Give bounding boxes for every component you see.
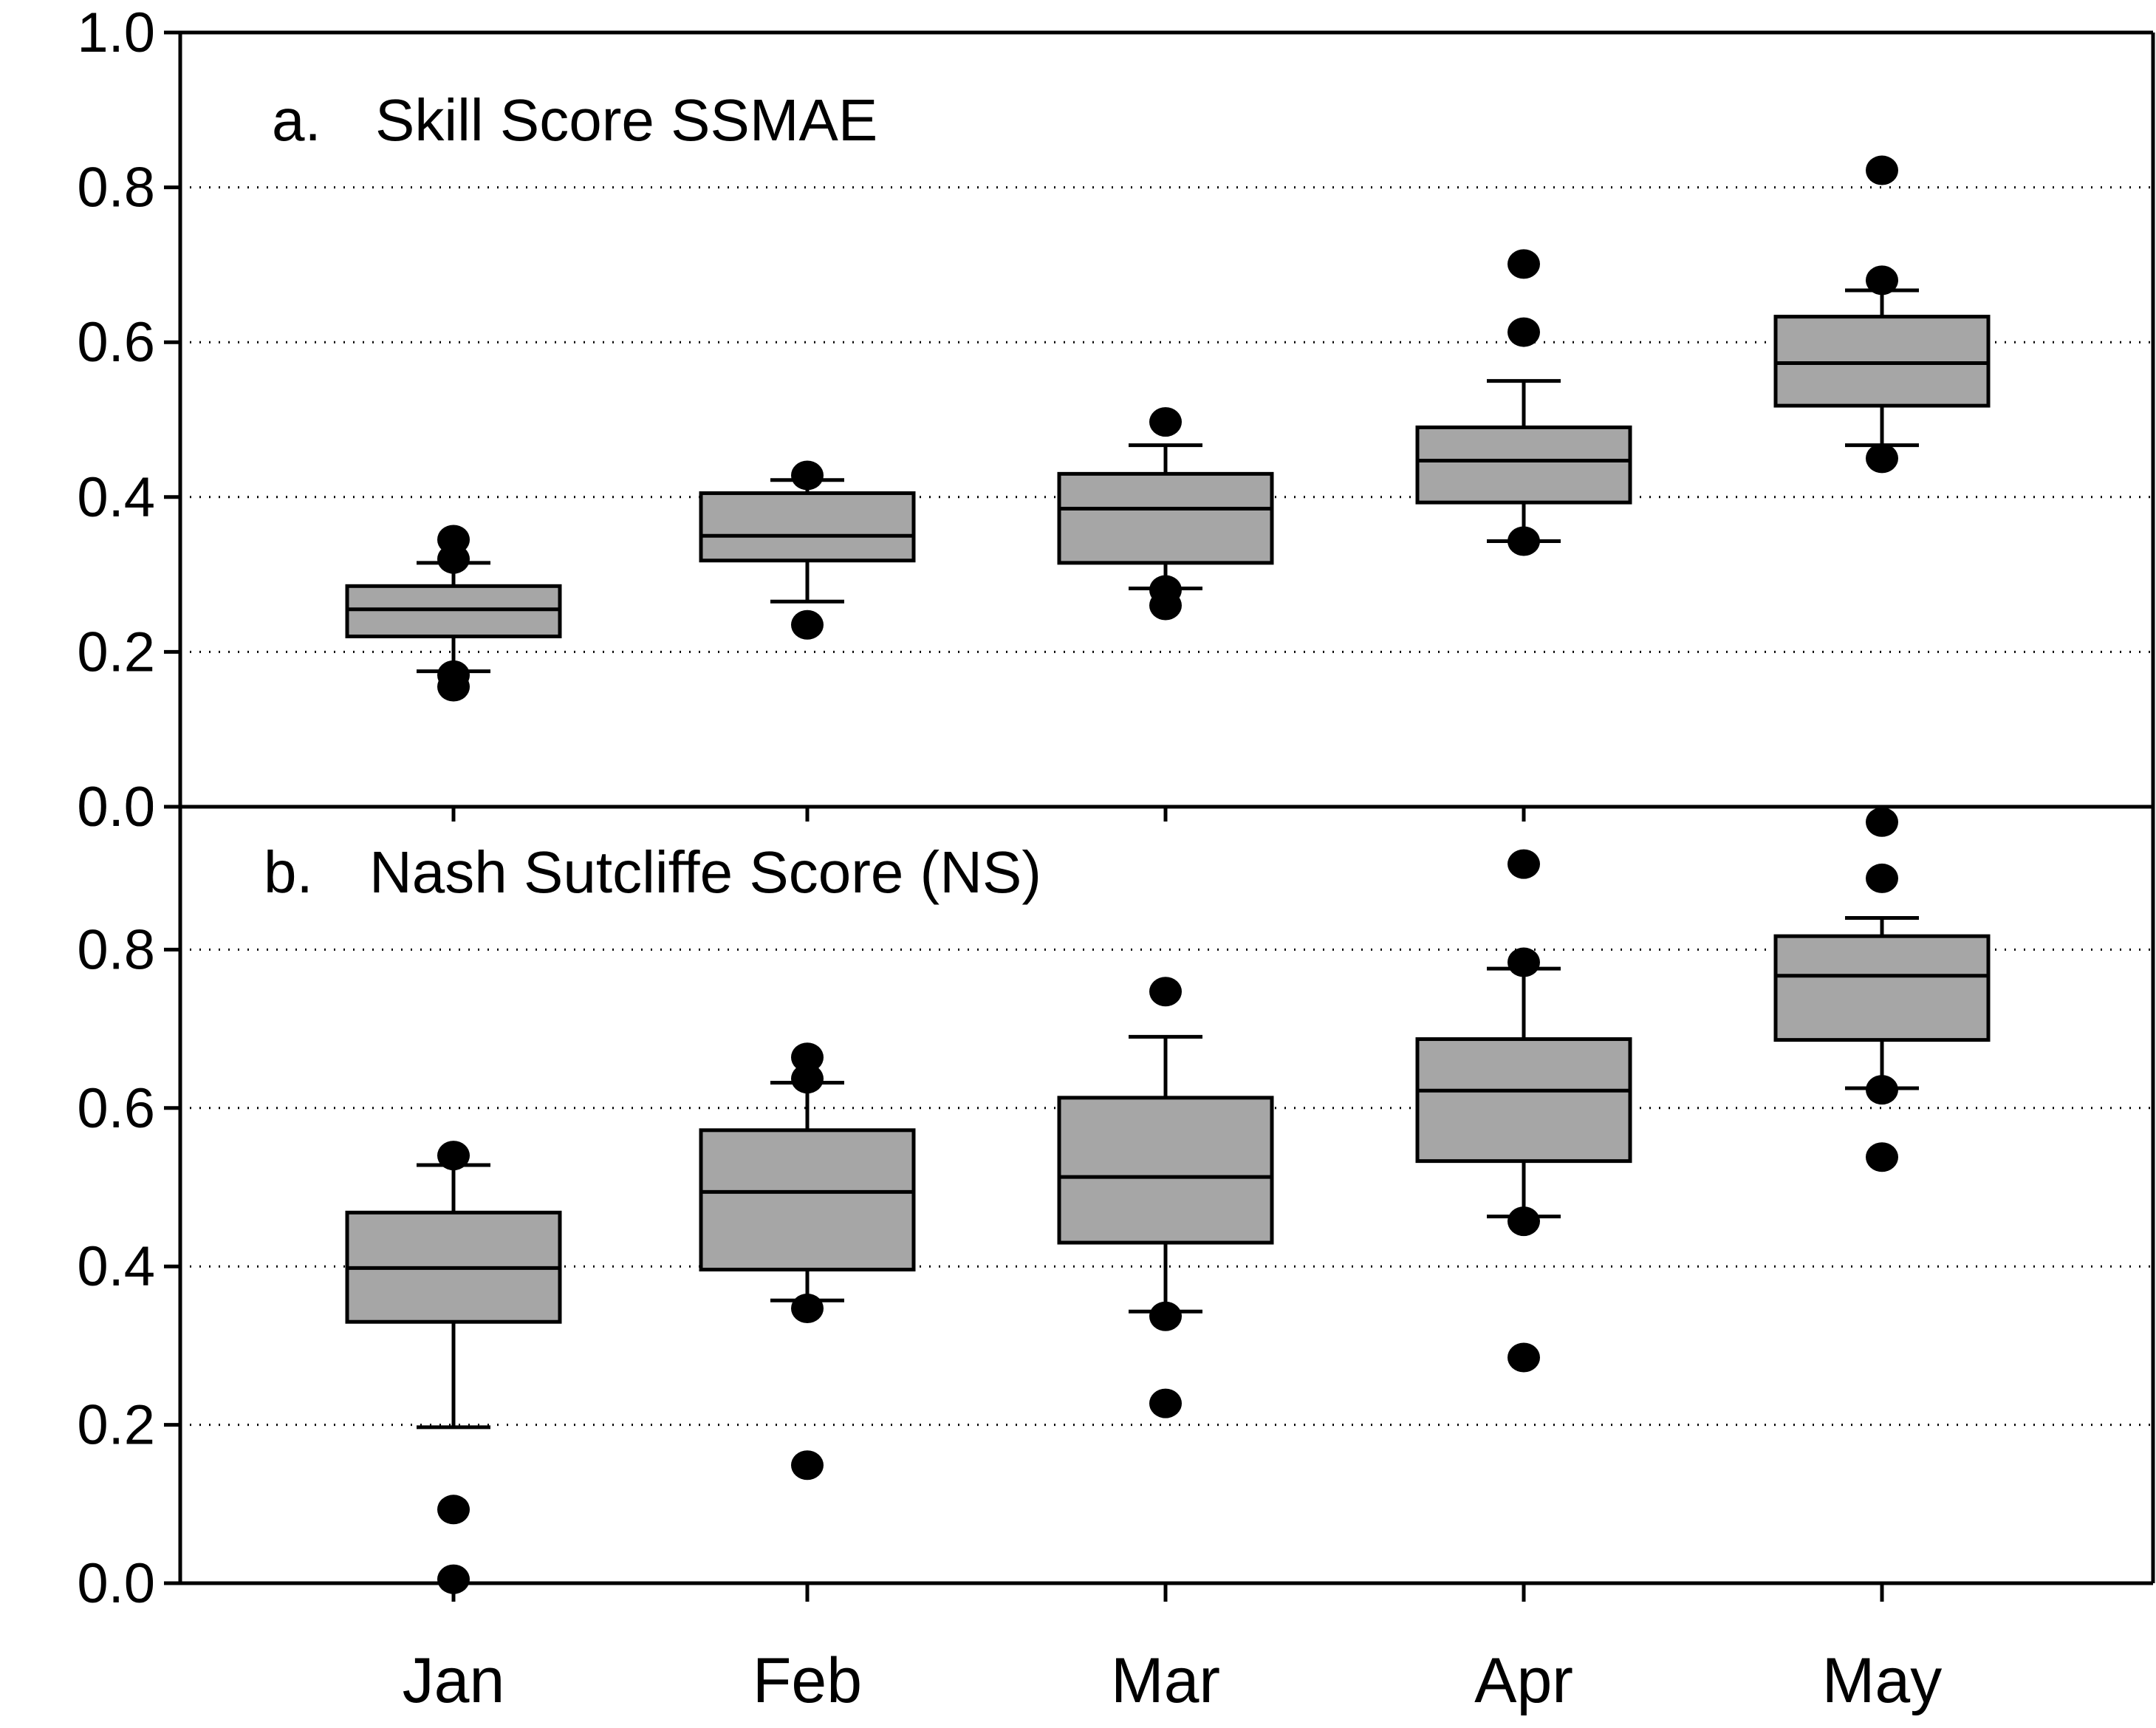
outlier-point [1866,807,1898,837]
outlier-point [1866,443,1898,474]
y-tick-label: 0.0 [77,776,155,839]
y-tick-label: 0.0 [77,1552,155,1615]
iqr-box [1415,1037,1632,1164]
outlier-point [791,1450,824,1481]
outlier-point [1866,1075,1898,1105]
outlier-point [1149,1301,1182,1331]
iqr-box [1773,934,1991,1042]
box-may [1773,807,1991,1172]
outlier-point [1149,1388,1182,1418]
outlier-point [1508,849,1540,879]
box-apr [1415,849,1632,1373]
box-jan [345,525,562,702]
outlier-point [1866,155,1898,185]
iqr-box [1057,471,1274,565]
iqr-box [1415,425,1632,505]
outlier-point [791,460,824,491]
outlier-point [1149,407,1182,437]
x-category-label: Feb [753,1645,862,1716]
outlier-point [437,525,470,555]
iqr-box [1057,1096,1274,1245]
x-category-label: Mar [1111,1645,1220,1716]
x-category-label: May [1822,1645,1942,1716]
box-jan [345,1141,562,1594]
outlier-point [1149,575,1182,605]
iqr-box [699,491,916,563]
outlier-point [437,1495,470,1525]
outlier-point [1866,265,1898,296]
x-category-label: Apr [1474,1645,1573,1716]
outlier-point [791,1294,824,1324]
iqr-box [1773,315,1991,408]
box-may [1773,155,1991,474]
y-tick-label: 0.6 [77,1077,155,1140]
iqr-box [699,1128,916,1271]
outlier-point [791,1042,824,1073]
y-tick-label: 0.0 [77,776,155,839]
y-tick-label: 0.6 [77,311,155,374]
box-feb [699,460,916,640]
outlier-point [1866,1142,1898,1172]
panel-b-label: b. [264,839,313,905]
box-apr [1415,249,1632,556]
panel-a-axis: 0.0 0.2 0.4 0.6 0.8 1.0 [77,1,2155,839]
y-tick-label: 0.4 [77,466,155,529]
panel-b-title: Nash Sutcliffe Score (NS) [369,839,1041,905]
y-tick-label: 0.8 [77,157,155,219]
x-axis-category-labels: Jan Feb Mar Apr May [403,807,1942,1716]
outlier-point [437,660,470,690]
iqr-box [345,584,562,638]
panel-a-label: a. [272,87,321,153]
panel-b-axis: 0.0 0.2 0.4 0.6 0.8 0.0 [77,776,2155,1615]
x-category-label: Jan [403,1645,505,1716]
outlier-point [1508,1342,1540,1373]
y-tick-label: 1.0 [77,1,155,64]
y-tick-label: 0.2 [77,1394,155,1457]
panel-a: 0.0 0.2 0.4 0.6 0.8 1.0 a. Skill Score SSMAE [77,1,2155,839]
box-feb [699,1042,916,1481]
panel-a-boxes [345,155,1991,702]
outlier-point [1508,526,1540,556]
y-tick-label: 0.8 [77,918,155,981]
outlier-point [791,609,824,640]
y-tick-label: 0.4 [77,1235,155,1298]
box-mar [1057,407,1274,621]
panel-a-title: Skill Score SSMAE [375,87,877,153]
panel-b-boxes [345,807,1991,1594]
y-tick-label: 0.2 [77,621,155,683]
outlier-point [1508,249,1540,279]
outlier-point [1866,863,1898,893]
box-mar [1057,977,1274,1418]
outlier-point [437,1564,470,1594]
outlier-point [1149,977,1182,1007]
outlier-point [437,1141,470,1171]
outlier-point [1508,947,1540,977]
outlier-point [1508,317,1540,347]
outlier-point [791,1064,824,1094]
outlier-point [1508,1206,1540,1237]
panel-b: 0.0 0.2 0.4 0.6 0.8 0.0 b. Nash Sutcliffe Sco… [77,776,2155,1615]
